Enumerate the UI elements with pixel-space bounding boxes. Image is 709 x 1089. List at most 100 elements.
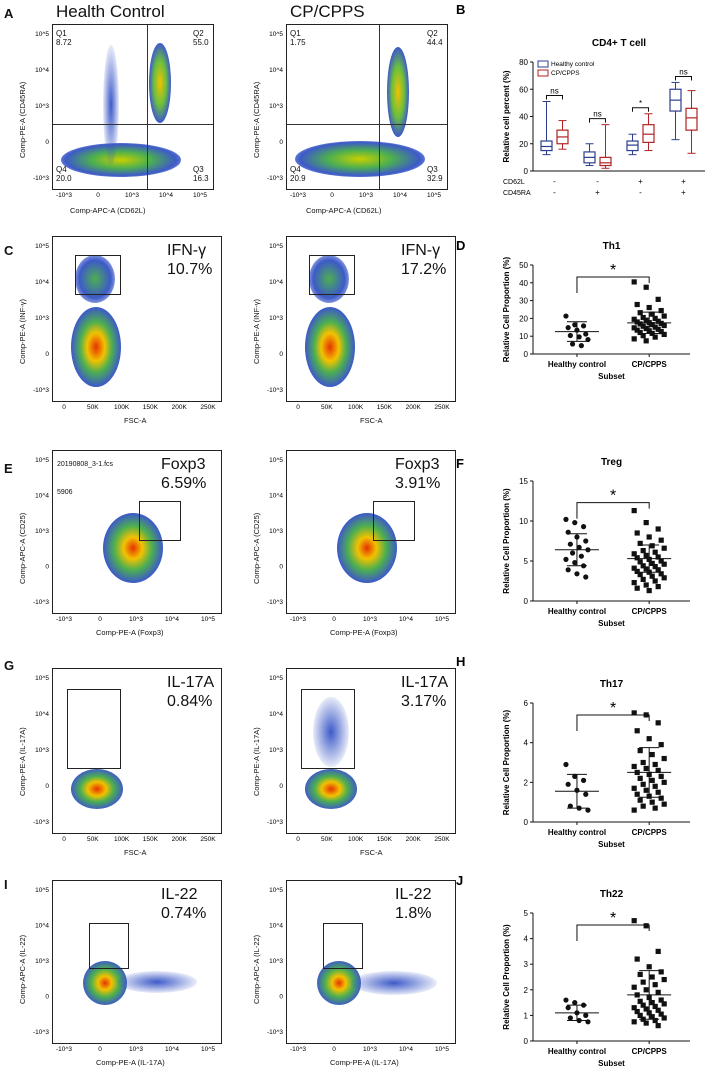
data-point xyxy=(637,748,643,754)
legend-swatch xyxy=(537,60,549,68)
flow-plot-c-right: IFN-γ 17.2% xyxy=(286,236,456,402)
data-point xyxy=(583,331,589,337)
row-label-cd45ra: CD45RA xyxy=(503,190,531,197)
y-tick-label: -10^3 xyxy=(33,1029,49,1036)
data-point xyxy=(634,585,640,591)
x-tick-label: 200K xyxy=(172,404,188,411)
data-point xyxy=(583,1012,589,1019)
data-point xyxy=(631,710,637,716)
data-point xyxy=(637,329,643,336)
legend-label: CP/CPPS xyxy=(551,70,580,77)
gate-marker-i-right: IL-22 xyxy=(395,886,432,903)
x-tick-label: 50K xyxy=(321,836,333,843)
flow-plot-c-left: IFN-γ 10.7% xyxy=(52,236,222,402)
quadrant-value-q3: 32.9 xyxy=(427,174,443,183)
y-tick-label: 10^4 xyxy=(269,493,283,500)
data-point xyxy=(565,781,571,787)
data-point xyxy=(655,948,661,954)
data-point xyxy=(661,976,667,983)
x-tick-label: 10^4 xyxy=(159,192,173,199)
gate-value-g-right: 3.17% xyxy=(401,693,447,710)
x-tick-label: 0 xyxy=(330,192,334,199)
data-point xyxy=(655,318,661,324)
y-tick-label: 6 xyxy=(524,699,529,708)
data-point xyxy=(643,765,649,772)
data-point xyxy=(634,319,640,325)
significance-label: ns xyxy=(593,110,601,119)
y-tick-label: 0 xyxy=(279,351,283,358)
x-tick-label: 10^4 xyxy=(399,1046,413,1053)
panel-letter-d: D xyxy=(456,238,465,253)
data-point xyxy=(565,325,571,331)
data-point xyxy=(640,314,646,321)
data-point xyxy=(643,582,649,588)
category-label: Healthy control xyxy=(548,1047,606,1056)
data-point xyxy=(643,338,649,344)
x-axis-label-e-right: Comp-PE-A (Foxp3) xyxy=(330,628,398,637)
y-tick-label: 0 xyxy=(45,994,49,1001)
y-tick-label: 2 xyxy=(524,778,529,787)
data-point xyxy=(640,323,646,329)
gate-value-c-left: 10.7% xyxy=(167,261,213,278)
y-tick-label: 0 xyxy=(45,564,49,571)
data-point xyxy=(655,584,661,590)
data-point xyxy=(655,767,661,774)
box xyxy=(642,124,655,143)
quadrant-value-q2: 55.0 xyxy=(193,38,209,47)
y-axis-label: Relative Cell Proportion (%) xyxy=(502,256,511,362)
data-point xyxy=(637,572,643,578)
panel-letter-b: B xyxy=(456,2,465,17)
data-point xyxy=(643,520,649,526)
data-point xyxy=(631,763,637,770)
x-tick-label: 150K xyxy=(377,836,393,843)
data-point xyxy=(658,1011,664,1017)
gate-value-e-left: 6.59% xyxy=(161,475,207,492)
data-point xyxy=(643,566,649,572)
y-tick-label: 1 xyxy=(524,1011,529,1020)
data-point xyxy=(658,773,664,779)
data-point xyxy=(640,781,646,787)
x-tick-label: 0 xyxy=(62,404,66,411)
data-point xyxy=(661,1001,667,1007)
data-point xyxy=(658,571,664,577)
significance-bracket xyxy=(576,276,650,293)
x-tick-label: 150K xyxy=(143,836,159,843)
gate-marker-e-left: Foxp3 xyxy=(161,456,206,473)
y-tick-label: 10^4 xyxy=(269,923,283,930)
data-point xyxy=(634,555,640,561)
x-tick-label: 50K xyxy=(87,836,99,843)
y-tick-label: 80 xyxy=(519,58,528,67)
x-tick-label: 10^5 xyxy=(193,192,207,199)
significance-label: * xyxy=(639,99,642,108)
data-point xyxy=(565,567,571,573)
data-point xyxy=(655,720,661,726)
x-tick-label: 0 xyxy=(296,404,300,411)
data-point xyxy=(640,333,646,339)
data-point xyxy=(640,979,646,985)
data-point xyxy=(661,575,667,581)
data-point xyxy=(640,803,646,809)
data-point xyxy=(583,791,589,797)
gate-marker-g-right: IL-17A xyxy=(401,674,449,691)
x-axis-label: Subset xyxy=(598,619,625,628)
category-label: Healthy control xyxy=(548,828,606,837)
data-point xyxy=(652,805,658,811)
data-point xyxy=(567,332,573,339)
x-tick-label: 250K xyxy=(434,404,450,411)
data-point xyxy=(634,956,640,962)
x-axis-label-e-left: Comp-PE-A (Foxp3) xyxy=(96,628,164,637)
significance-bracket xyxy=(576,502,650,519)
x-tick-label: 200K xyxy=(406,404,422,411)
data-point xyxy=(646,964,652,970)
data-point xyxy=(643,987,649,993)
data-point xyxy=(649,560,655,566)
data-point xyxy=(652,315,658,321)
data-point xyxy=(565,1005,571,1011)
panel-letter-f: F xyxy=(456,456,464,471)
data-point xyxy=(580,777,587,783)
data-point xyxy=(643,787,649,793)
data-point xyxy=(655,526,661,532)
data-point xyxy=(649,974,655,980)
quadrant-value-q4: 20.9 xyxy=(290,174,306,183)
data-point xyxy=(567,803,573,809)
